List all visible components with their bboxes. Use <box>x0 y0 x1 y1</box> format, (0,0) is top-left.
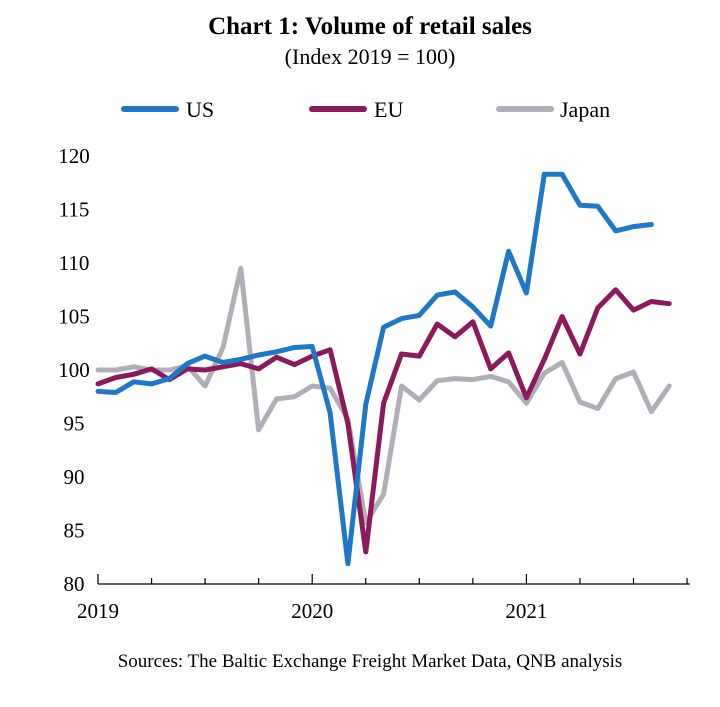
chart-title: Chart 1: Volume of retail sales <box>208 13 532 40</box>
y-tick-label: 80 <box>64 572 85 596</box>
source-note: Sources: The Baltic Exchange Freight Mar… <box>118 651 623 672</box>
x-tick-label: 2019 <box>77 599 119 623</box>
y-tick-label: 85 <box>64 519 85 543</box>
x-axis-ticks <box>97 574 688 584</box>
y-tick-label: 110 <box>59 251 90 275</box>
x-tick-label: 2020 <box>291 599 333 623</box>
y-tick-label: 100 <box>58 358 90 382</box>
y-tick-label: 90 <box>64 465 85 489</box>
legend-label-us: US <box>186 97 214 122</box>
y-tick-label: 95 <box>64 412 85 436</box>
legend: US EU Japan <box>121 97 610 122</box>
y-axis-labels: 80 85 90 95 100 105 110 115 120 <box>58 144 90 596</box>
y-tick-label: 120 <box>58 144 90 168</box>
series-line-eu <box>95 287 672 555</box>
series-lines <box>95 171 672 567</box>
series-line-japan <box>95 265 672 526</box>
legend-label-japan: Japan <box>560 97 610 122</box>
y-tick-label: 105 <box>58 305 90 329</box>
legend-label-eu: EU <box>374 97 403 122</box>
series-line-us <box>95 171 654 567</box>
x-axis-labels: 2019 2020 2021 <box>77 599 547 623</box>
x-tick-label: 2021 <box>505 599 547 623</box>
chart-subtitle: (Index 2019 = 100) <box>285 44 456 69</box>
y-tick-label: 115 <box>59 198 90 222</box>
